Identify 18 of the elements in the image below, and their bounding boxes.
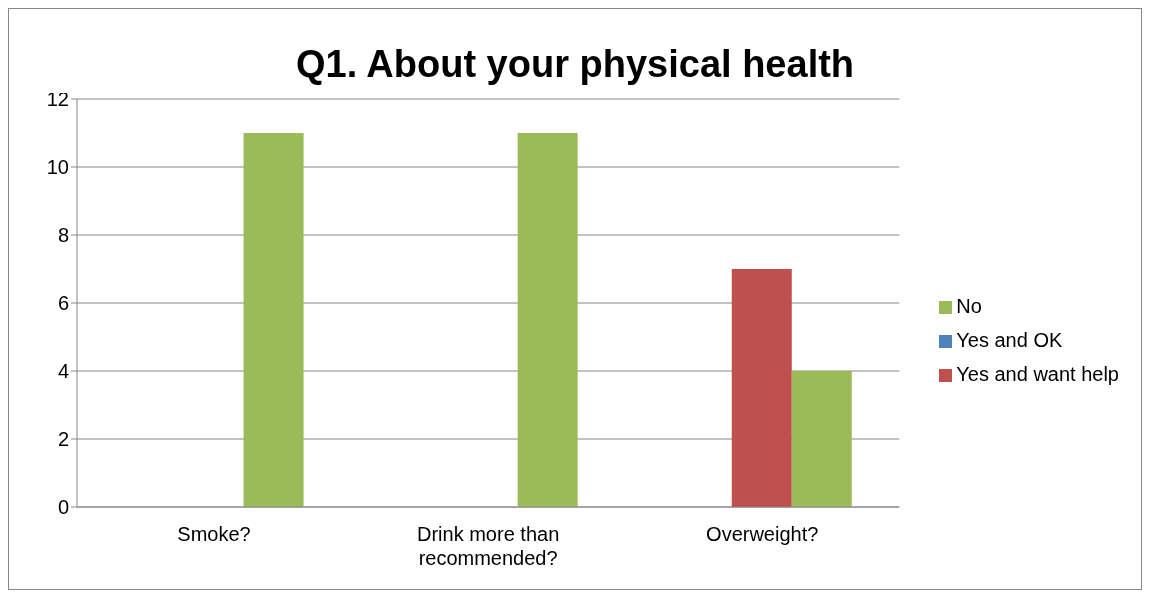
bar — [243, 133, 304, 507]
y-tick-label: 4 — [57, 360, 69, 383]
bar — [517, 133, 578, 507]
legend-label: No — [956, 295, 982, 317]
bar — [731, 269, 792, 507]
y-tick-label: 6 — [57, 292, 69, 315]
y-tick-label: 2 — [57, 428, 69, 451]
legend-label: Yes and want help — [956, 363, 1119, 385]
bar — [791, 371, 852, 507]
x-tick-label: Overweight? — [706, 523, 819, 545]
x-tick-label: Drink more than recommended? — [416, 523, 560, 569]
y-tick-label: 12 — [46, 88, 69, 111]
legend-label: Yes and OK — [956, 329, 1063, 351]
y-tick-label: 10 — [46, 156, 69, 179]
x-tick-label: Smoke? — [177, 523, 251, 545]
y-tick-label: 0 — [57, 496, 69, 519]
chart-title: Q1. About your physical health — [295, 43, 855, 85]
y-tick-label: 8 — [57, 224, 69, 247]
